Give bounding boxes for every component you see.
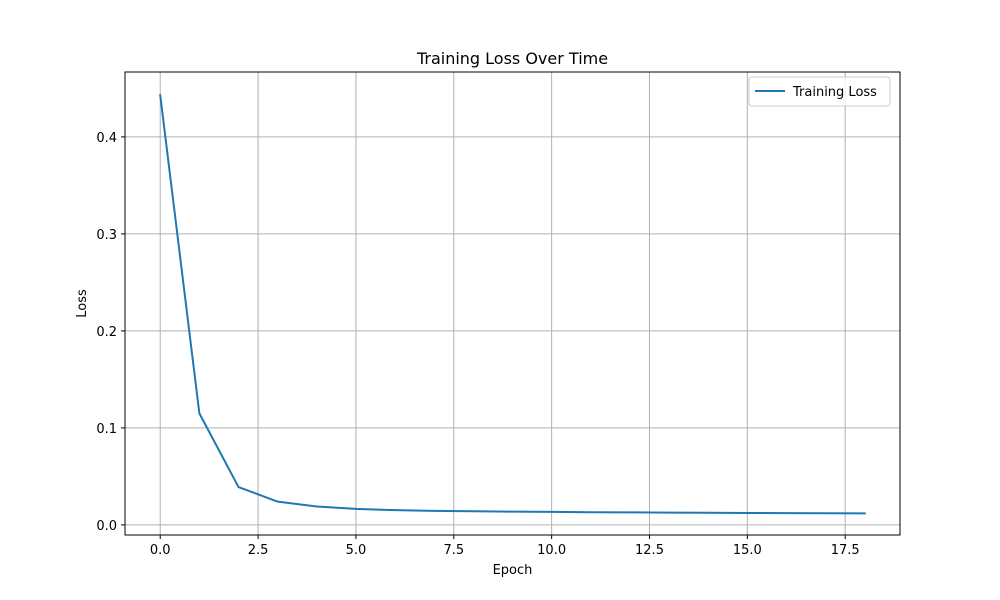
y-tick-label: 0.2 <box>96 325 117 340</box>
y-tick-label: 0.4 <box>96 131 117 146</box>
legend-label: Training Loss <box>792 85 877 100</box>
grid-lines <box>125 72 900 535</box>
y-tick-label: 0.1 <box>96 422 117 437</box>
y-tick-label: 0.3 <box>96 228 117 243</box>
x-tick-label: 7.5 <box>443 543 464 558</box>
x-tick-label: 0.0 <box>150 543 171 558</box>
chart-legend: Training Loss <box>748 76 891 107</box>
training-loss-line <box>159 94 866 515</box>
x-axis-label: Epoch <box>493 563 533 578</box>
series-lines <box>159 94 866 515</box>
x-tick-label: 2.5 <box>248 543 269 558</box>
y-axis-label: Loss <box>75 289 90 318</box>
x-tick-label: 17.5 <box>831 543 860 558</box>
y-tick-label: 0.0 <box>96 519 117 534</box>
x-tick-label: 5.0 <box>346 543 367 558</box>
plot-area-frame <box>124 71 901 536</box>
legend-box <box>748 76 891 107</box>
x-tick-label: 10.0 <box>537 543 566 558</box>
x-tick-label: 12.5 <box>635 543 664 558</box>
chart-title: Training Loss Over Time <box>416 49 608 68</box>
x-tick-label: 15.0 <box>733 543 762 558</box>
axis-ticks: 0.0 2.5 5.0 7.5 10.0 12.5 15.0 17.5 0.0 0.1 0.2 0.3… <box>96 131 859 558</box>
